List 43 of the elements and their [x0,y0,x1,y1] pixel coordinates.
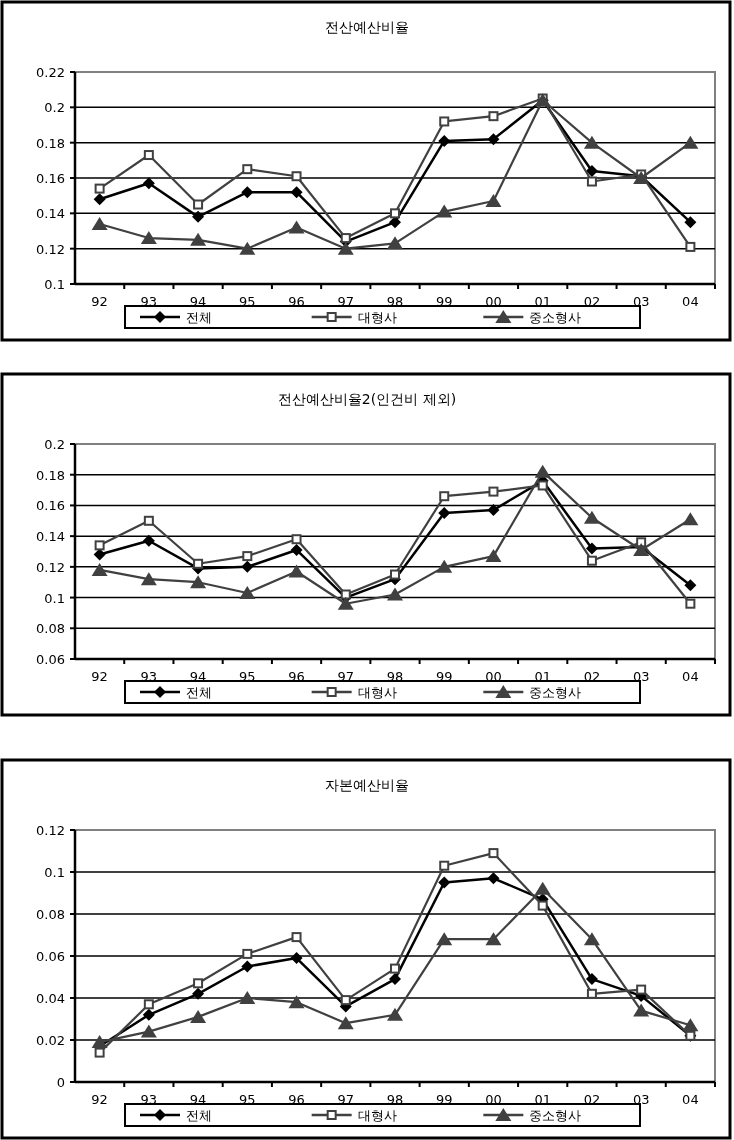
y-tick-label: 0.02 [36,1033,65,1048]
x-tick-label: 04 [682,1092,699,1107]
y-tick-label: 0.22 [36,65,65,80]
y-tick-label: 0.12 [36,559,65,575]
y-tick-label: 0.1 [44,590,65,606]
y-tick-label: 0.06 [36,949,65,964]
y-tick-label: 0.2 [44,437,65,452]
y-tick-label: 0.04 [36,991,65,1006]
y-tick-label: 0.14 [36,206,65,222]
x-tick-label: 92 [91,294,108,309]
x-tick-label: 03 [632,1092,650,1107]
legend-label: 대형사 [357,1108,397,1123]
x-tick-label: 04 [682,294,699,309]
legend-label: 전체 [186,310,212,325]
legend-label: 중소형사 [529,1108,582,1123]
y-tick-label: 0.12 [36,241,65,257]
y-tick-label: 0.06 [36,652,65,667]
y-tick-label: 0.1 [44,865,65,880]
y-tick-label: 0.14 [36,529,65,545]
y-tick-label: 0.08 [36,907,65,922]
legend-label: 전체 [186,685,212,700]
x-tick-label: 92 [91,669,108,684]
x-tick-label: 04 [682,669,699,684]
chart-title: 전산예산비율2(인건비 제외) [277,391,457,407]
legend-label: 대형사 [357,310,397,325]
x-tick-label: 03 [632,669,650,684]
legend-label: 중소형사 [529,685,582,700]
x-tick-label: 92 [91,1092,108,1107]
chart-title: 자본예산비율 [325,777,409,793]
y-tick-label: 0.18 [36,467,65,483]
legend-label: 대형사 [357,685,397,700]
y-tick-label: 0.16 [36,498,65,514]
y-tick-label: 0 [56,1075,65,1090]
legend-label: 전체 [186,1108,212,1123]
legend-label: 중소형사 [529,310,582,325]
y-tick-label: 0.08 [36,621,65,637]
y-tick-label: 0.12 [36,823,65,838]
y-tick-label: 0.18 [36,135,65,151]
y-tick-label: 0.1 [44,277,65,292]
x-tick-label: 03 [632,294,650,309]
y-tick-label: 0.2 [44,100,65,116]
chart-title: 전산예산비율 [325,19,409,35]
y-tick-label: 0.16 [36,171,65,186]
